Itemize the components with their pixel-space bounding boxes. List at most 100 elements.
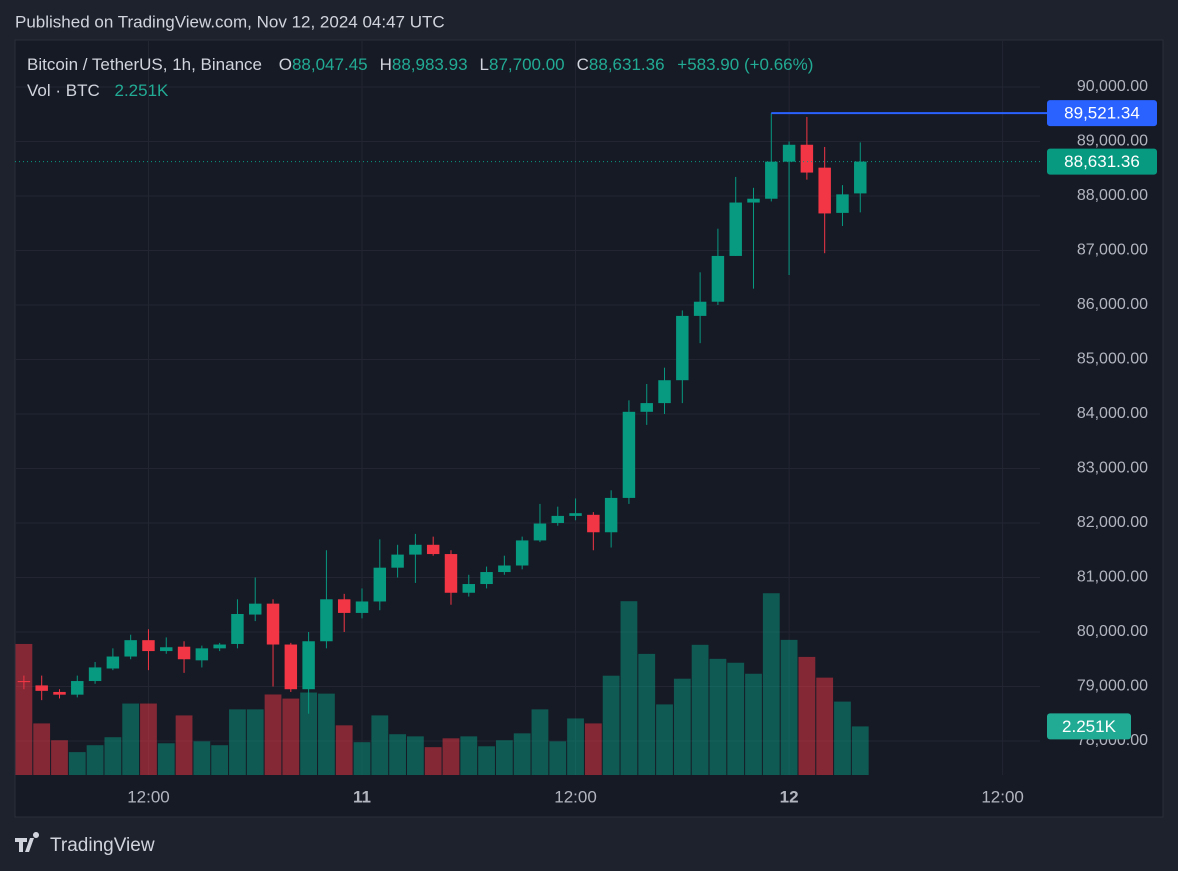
candle-body [373, 567, 387, 602]
volume-label: Vol · BTC [27, 81, 100, 100]
high-label: 89,521.34 [1064, 104, 1140, 123]
volume-bar [727, 662, 745, 775]
candle-body [71, 681, 84, 695]
volume-bar [371, 715, 389, 775]
candle-body [231, 614, 244, 644]
volume-bar [584, 723, 602, 775]
y-tick-label: 83,000.00 [1077, 460, 1148, 477]
volume-bar [495, 740, 513, 775]
candle-body [195, 648, 209, 661]
volume-row: Vol · BTC 2.251K [27, 81, 172, 101]
y-tick-label: 82,000.00 [1077, 514, 1148, 531]
candle-body [177, 646, 191, 660]
volume-bar [229, 709, 246, 775]
volume-bar [478, 746, 495, 775]
volume-bar [282, 698, 300, 775]
y-tick-label: 81,000.00 [1077, 569, 1148, 586]
volume-bar [656, 704, 673, 775]
ohlc-fields: O88,047.45 H88,983.93 L87,700.00 C88,631.36 [271, 55, 669, 74]
y-tick-label: 80,000.00 [1077, 623, 1148, 640]
field-value: 88,983.93 [391, 55, 468, 74]
candle-body [160, 647, 173, 652]
candle-body [604, 497, 618, 533]
candle-body [569, 513, 582, 516]
field-key: H [379, 55, 392, 74]
volume-bar [193, 741, 211, 775]
brand-logo [15, 831, 40, 852]
symbol: Bitcoin / TetherUS, 1h, Binance [27, 55, 262, 74]
field-value: 88,047.45 [291, 55, 368, 74]
candle-body [729, 202, 742, 256]
volume-bar [745, 673, 762, 775]
volume-bar [389, 734, 406, 775]
candle-body [854, 161, 867, 194]
candle-body [818, 167, 831, 214]
volume-bar [460, 736, 478, 775]
candle-body [693, 301, 707, 316]
y-tick-label: 90,000.00 [1077, 78, 1148, 95]
volume-bar [851, 726, 869, 775]
candle-body [765, 161, 778, 199]
candle-body [337, 599, 351, 613]
field-value: 88,631.36 [588, 55, 665, 74]
candle-body [320, 599, 333, 642]
volume-bar [246, 709, 264, 775]
x-tick-label: 11 [353, 787, 371, 806]
candle-body [800, 144, 814, 173]
volume-bar [549, 741, 567, 775]
volume-bar [798, 656, 816, 775]
candle-body [444, 554, 458, 593]
y-tick-label: 87,000.00 [1077, 242, 1148, 259]
candle-body [711, 255, 725, 302]
volume-bar [513, 733, 531, 775]
candle-body [88, 667, 102, 682]
y-tick-label: 84,000.00 [1077, 405, 1148, 422]
volume-bar [104, 737, 122, 775]
candle-body [622, 411, 636, 498]
candle-body [106, 656, 120, 669]
volume-bar [264, 694, 282, 775]
candle-body [409, 544, 422, 555]
volume-bar [567, 718, 584, 775]
volume-bar [406, 736, 424, 775]
candle-body [302, 641, 315, 690]
x-tick-label: 12 [780, 787, 799, 806]
published-note: Published on TradingView.com, Nov 12, 20… [15, 12, 445, 31]
candle-body [124, 640, 137, 657]
candle-body [480, 572, 493, 585]
volume-bar [15, 643, 33, 775]
volume-bar [157, 743, 175, 775]
volume-bar [834, 701, 851, 775]
candle-body [213, 644, 226, 649]
volume-bar [762, 593, 780, 775]
candle-body [53, 691, 66, 695]
candle-body [587, 514, 600, 533]
volume-bar [211, 745, 229, 775]
volume-bar [442, 738, 460, 775]
change: +583.90 (+0.66%) [677, 55, 814, 74]
candle-body [640, 403, 653, 412]
field-key: L [479, 55, 489, 74]
candle-body [658, 380, 671, 404]
y-tick-label: 79,000.00 [1077, 678, 1148, 695]
candle-body [836, 194, 849, 213]
candle-body [391, 554, 404, 568]
volume-bar [709, 658, 727, 775]
x-tick-label: 12:00 [981, 787, 1024, 806]
volume-bar [602, 675, 620, 775]
volume-bar [33, 723, 51, 775]
candle-body [676, 315, 689, 381]
candle-body [426, 544, 440, 555]
volume-bar [638, 653, 656, 775]
candle-body [284, 644, 298, 690]
candle-body [498, 565, 511, 573]
field-value: 87,700.00 [489, 55, 565, 74]
volume-bar [51, 740, 68, 775]
volume-bar [68, 752, 86, 775]
candle-body [35, 685, 48, 691]
volume-bar [673, 678, 691, 775]
candle-body [142, 640, 155, 652]
volume-bar [620, 601, 638, 775]
volume-bar [353, 742, 371, 775]
